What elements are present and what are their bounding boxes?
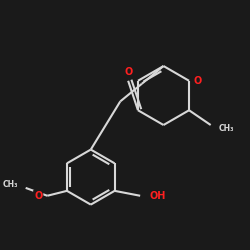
Text: O: O	[34, 191, 42, 201]
Text: OH: OH	[150, 191, 166, 201]
Text: CH₃: CH₃	[2, 180, 18, 190]
Text: O: O	[194, 76, 202, 86]
Text: CH₃: CH₃	[218, 124, 234, 134]
Text: O: O	[124, 67, 132, 77]
